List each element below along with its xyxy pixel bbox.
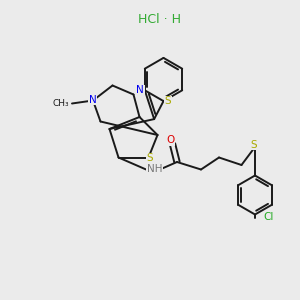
Text: N: N — [136, 85, 144, 95]
Text: Cl: Cl — [263, 212, 274, 222]
Text: S: S — [147, 153, 153, 163]
Text: HCl · H: HCl · H — [137, 13, 181, 26]
Text: NH: NH — [147, 164, 162, 174]
Text: S: S — [165, 96, 171, 106]
Text: CH₃: CH₃ — [52, 99, 69, 108]
Text: O: O — [166, 135, 174, 146]
Text: S: S — [250, 140, 257, 150]
Text: N: N — [88, 95, 96, 105]
